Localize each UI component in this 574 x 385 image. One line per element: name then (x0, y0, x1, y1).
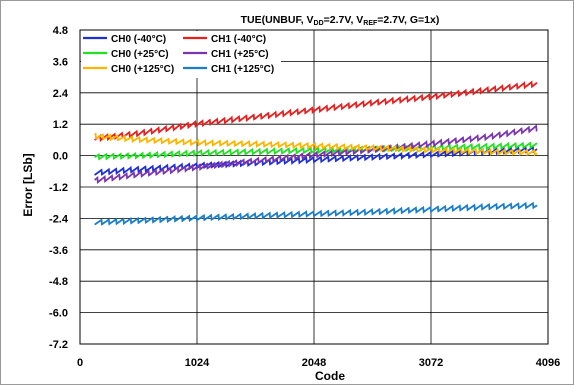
series-line (94, 132, 538, 157)
series-line (94, 124, 538, 184)
legend: CH0 (-40°C) CH1 (-40°C) CH0 (+25°C) CH1 (+2… (81, 31, 281, 78)
legend-label: CH0 (+125°C) (111, 64, 174, 75)
legend-label: CH1 (+25°C) (211, 49, 269, 60)
x-tick-labels: 0 1024 2048 3072 4096 (77, 357, 560, 369)
legend-label: CH1 (-40°C) (211, 34, 266, 45)
legend-background (81, 31, 281, 78)
x-tick-label: 1024 (185, 357, 210, 369)
y-tick-label: 0.0 (53, 151, 68, 163)
legend-label: CH0 (+25°C) (111, 49, 169, 60)
y-tick-label: -7.2 (49, 339, 68, 351)
legend-label: CH1 (+125°C) (211, 64, 274, 75)
y-tick-label: 3.6 (53, 56, 68, 68)
y-tick-label: -1.2 (49, 182, 68, 194)
series-line (94, 201, 538, 226)
y-tick-label: 1.2 (53, 119, 68, 131)
y-tick-labels: 4.8 3.6 2.4 1.2 0.0 -1.2 -2.4 -3.6 -4.8 -6.0 -7.2 (49, 25, 69, 351)
series-line (94, 141, 538, 161)
chart-title: TUE(UNBUF, VDD=2.7V, VREF=2.7V, G=1x) (241, 14, 440, 27)
x-tick-label: 2048 (302, 357, 326, 369)
x-tick-label: 3072 (419, 357, 443, 369)
plot-border (79, 29, 549, 345)
x-tick-label: 0 (77, 357, 83, 369)
x-tick-label: 4096 (536, 357, 560, 369)
series-group (94, 80, 538, 226)
y-tick-label: -2.4 (49, 213, 69, 225)
y-tick-label: -3.6 (49, 245, 68, 257)
y-tick-label: 2.4 (53, 88, 69, 100)
y-tick-label: -4.8 (49, 276, 68, 288)
x-axis-label: Code (315, 369, 345, 383)
y-axis-label: Error [LSb] (21, 153, 35, 216)
series-line (94, 80, 538, 143)
y-tick-label: 4.8 (53, 25, 68, 37)
legend-label: CH0 (-40°C) (111, 34, 166, 45)
y-tick-label: -6.0 (49, 308, 68, 320)
